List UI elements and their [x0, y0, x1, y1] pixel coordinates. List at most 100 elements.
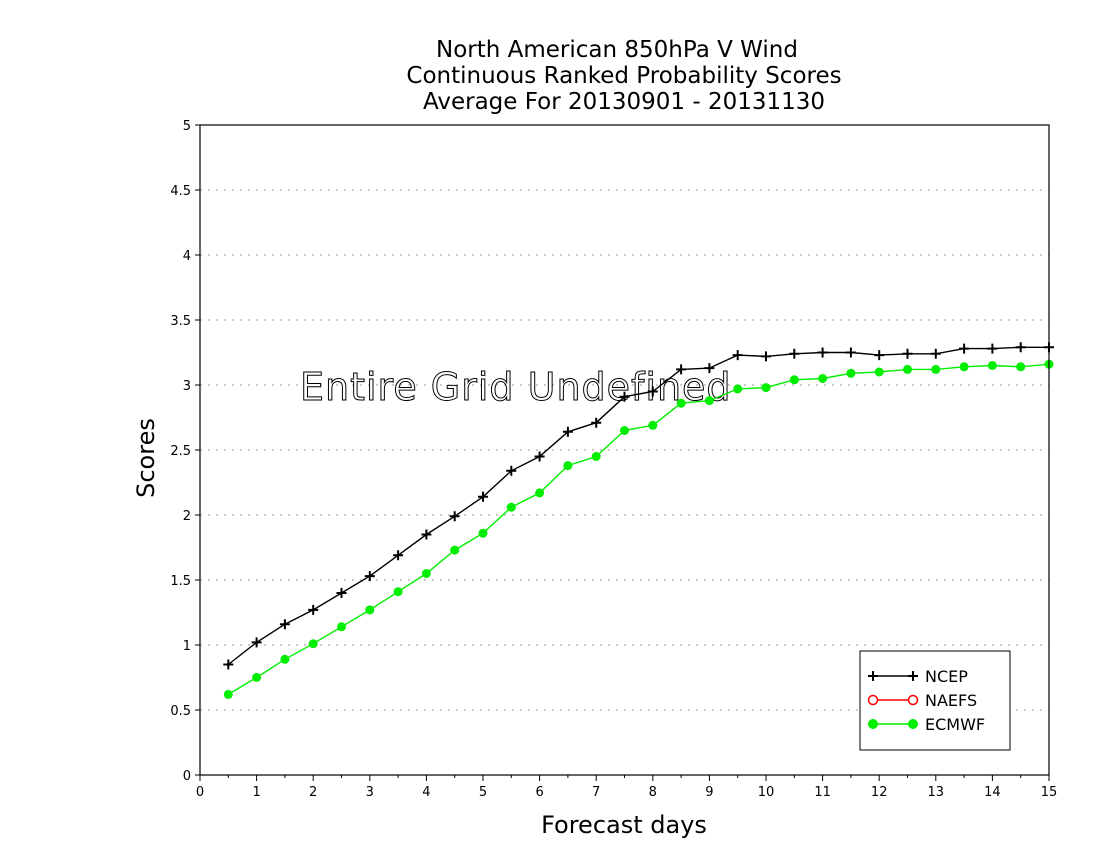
data-point-ecmwf	[676, 398, 686, 408]
data-point-ecmwf	[563, 461, 573, 471]
legend-item-ecmwf: ECMWF	[868, 715, 985, 734]
data-point-ncep	[902, 348, 913, 359]
data-point-ncep	[676, 364, 687, 375]
data-point-ecmwf	[591, 452, 601, 461]
data-point-ecmwf	[704, 396, 714, 406]
x-tick-label: 13	[928, 785, 945, 800]
data-point-ncep	[562, 426, 573, 437]
data-point-ecmwf	[846, 368, 856, 378]
y-tick-label: 3	[183, 379, 191, 394]
data-point-ncep	[761, 351, 771, 362]
data-point-ncep	[987, 343, 998, 354]
data-point-ncep	[817, 347, 828, 358]
legend-label-naefs: NAEFS	[925, 691, 977, 710]
chart-title-line-2: Continuous Ranked Probability Scores	[406, 63, 841, 89]
legend-item-ncep: NCEP	[868, 667, 968, 686]
x-tick-label: 11	[814, 785, 831, 800]
data-point-ncep	[336, 588, 347, 598]
chart-title-line-3: Average For 20130901 - 20131130	[423, 89, 825, 115]
legend-label-ncep: NCEP	[925, 667, 968, 686]
data-point-ncep	[251, 637, 262, 648]
data-point-ncep	[421, 529, 432, 540]
data-point-ncep	[591, 417, 602, 428]
data-point-ecmwf	[337, 622, 346, 632]
y-tick-label: 3.5	[170, 314, 191, 329]
legend: NCEP NAEFS ECMWF	[859, 650, 1011, 751]
series-line-ecmwf	[227, 363, 1050, 696]
grid	[200, 124, 1049, 711]
data-point-ncep	[959, 343, 970, 354]
data-point-ncep	[506, 465, 517, 476]
data-point-ecmwf	[535, 488, 545, 498]
undefined-grid-annotation: Entire Grid Undefined	[300, 365, 732, 409]
data-point-ecmwf	[393, 587, 403, 597]
x-tick-label: 3	[366, 785, 374, 800]
data-point-ecmwf	[959, 362, 969, 372]
data-point-ncep	[704, 363, 715, 374]
data-point-ecmwf	[506, 502, 516, 512]
axis-ticks: 00.511.522.533.544.550 1 2 3 4 5 6 7 8 9 10 11 12 13 1…	[170, 119, 1057, 800]
data-point-ecmwf	[789, 375, 799, 385]
data-point-ecmwf	[450, 545, 460, 555]
data-point-ncep	[874, 350, 885, 361]
data-point-ncep	[732, 350, 743, 361]
data-point-ecmwf	[874, 367, 884, 377]
data-point-ncep	[393, 550, 404, 561]
data-point-ncep	[619, 391, 630, 402]
data-point-ecmwf	[1016, 362, 1026, 372]
data-point-ecmwf	[223, 689, 233, 699]
x-tick-label: 1	[252, 785, 260, 800]
data-point-ecmwf	[620, 426, 629, 435]
x-tick-label: 0	[196, 785, 204, 800]
series-ncep	[223, 342, 1054, 670]
data-point-ncep	[1015, 342, 1026, 353]
data-point-ecmwf	[280, 654, 290, 664]
x-tick-label: 8	[649, 785, 657, 800]
data-point-ncep	[534, 451, 545, 462]
y-tick-label: 2.5	[170, 444, 191, 459]
y-axis-label: Scores	[132, 418, 160, 498]
data-point-ncep	[449, 511, 460, 522]
data-point-ecmwf	[648, 420, 658, 430]
y-tick-label: 0	[183, 769, 191, 784]
y-tick-label: 5	[183, 119, 191, 134]
x-tick-label: 5	[479, 785, 487, 800]
x-tick-label: 12	[871, 785, 888, 800]
data-point-ecmwf	[818, 374, 828, 383]
data-point-ncep	[308, 604, 319, 615]
x-tick-label: 10	[758, 785, 775, 800]
legend-box	[859, 650, 1011, 751]
chart-title-line-1: North American 850hPa V Wind	[436, 37, 798, 63]
y-tick-label: 1.5	[170, 574, 191, 589]
data-point-ncep	[279, 619, 290, 630]
x-axis-label: Forecast days	[541, 811, 707, 839]
x-tick-label: 14	[984, 785, 1001, 800]
data-point-ecmwf	[478, 528, 488, 538]
data-point-ecmwf	[931, 364, 941, 374]
data-point-ecmwf	[761, 383, 771, 393]
y-tick-label: 0.5	[170, 704, 191, 719]
data-point-ncep	[930, 348, 941, 359]
series-layer	[223, 342, 1054, 699]
data-point-ecmwf	[733, 384, 743, 394]
x-tick-label: 15	[1041, 785, 1058, 800]
data-point-ecmwf	[252, 673, 262, 682]
data-point-ecmwf	[365, 605, 375, 615]
data-point-ecmwf	[308, 639, 318, 649]
legend-item-naefs: NAEFS	[867, 691, 977, 710]
y-tick-label: 4.5	[170, 184, 191, 199]
x-tick-label: 2	[309, 785, 317, 800]
y-tick-label: 1	[183, 639, 191, 654]
data-point-ecmwf	[987, 361, 997, 370]
data-point-ecmwf	[421, 569, 431, 578]
data-point-ncep	[223, 659, 234, 670]
x-tick-label: 7	[592, 785, 600, 800]
x-tick-label: 4	[422, 785, 430, 800]
x-tick-label: 6	[535, 785, 543, 800]
legend-label-ecmwf: ECMWF	[925, 715, 985, 734]
x-tick-label: 9	[705, 785, 713, 800]
y-tick-label: 2	[183, 509, 191, 524]
data-point-ncep	[478, 491, 488, 502]
data-point-ecmwf	[903, 364, 912, 374]
